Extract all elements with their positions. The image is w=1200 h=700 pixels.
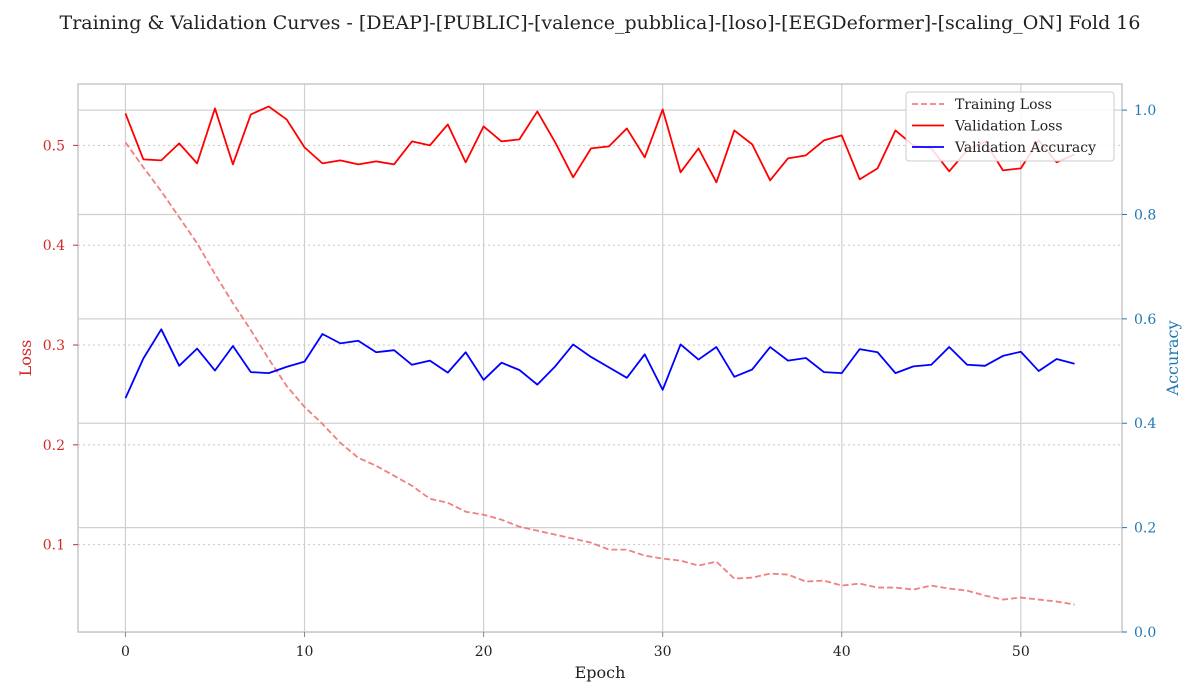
y-right-tick-label: 0.6	[1134, 312, 1156, 328]
grid-layer	[78, 84, 1122, 633]
y-left-tick-label: 0.2	[43, 438, 65, 454]
x-tick-label: 50	[1012, 644, 1030, 660]
y-right-tick-label: 1.0	[1134, 103, 1156, 119]
x-tick-label: 10	[296, 644, 314, 660]
validation-accuracy-line	[124, 328, 1075, 399]
x-axis-label: Epoch	[575, 663, 626, 682]
y-axis-right-label: Accuracy	[1163, 321, 1182, 397]
training-loss-line	[124, 141, 1075, 606]
x-tick-label: 0	[121, 644, 130, 660]
y-right-tick-label: 0.2	[1134, 521, 1156, 537]
y-right-tick-label: 0.0	[1134, 625, 1156, 641]
ticks-layer: 0 10 20 30 40 50 0.0 0.2 0.4 0.6 0.8 1.0 0.1 0.2 0.3 0.…	[43, 103, 1157, 660]
y-left-tick-label: 0.4	[43, 238, 65, 254]
legend-box	[905, 91, 1115, 162]
x-tick-label: 20	[475, 644, 493, 660]
x-tick-label: 30	[654, 644, 672, 660]
legend-label-validation-loss: Validation Loss	[954, 119, 1063, 135]
plot-frame	[77, 83, 1123, 633]
legend: Training Loss Validation Loss Validation A…	[905, 91, 1115, 162]
y-left-tick-label: 0.5	[43, 138, 65, 154]
y-left-tick-label: 0.3	[43, 338, 65, 354]
x-tick-label: 40	[833, 644, 851, 660]
y-axis-left-label: Loss	[16, 340, 35, 377]
legend-label-training-loss: Training Loss	[955, 97, 1052, 113]
series-layer	[124, 105, 1075, 606]
chart-title: Training & Validation Curves - [DEAP]-[P…	[60, 12, 1141, 34]
y-right-tick-label: 0.4	[1134, 416, 1156, 432]
legend-label-validation-accuracy: Validation Accuracy	[954, 140, 1096, 156]
y-left-tick-label: 0.1	[43, 538, 65, 554]
y-right-tick-label: 0.8	[1134, 207, 1156, 223]
